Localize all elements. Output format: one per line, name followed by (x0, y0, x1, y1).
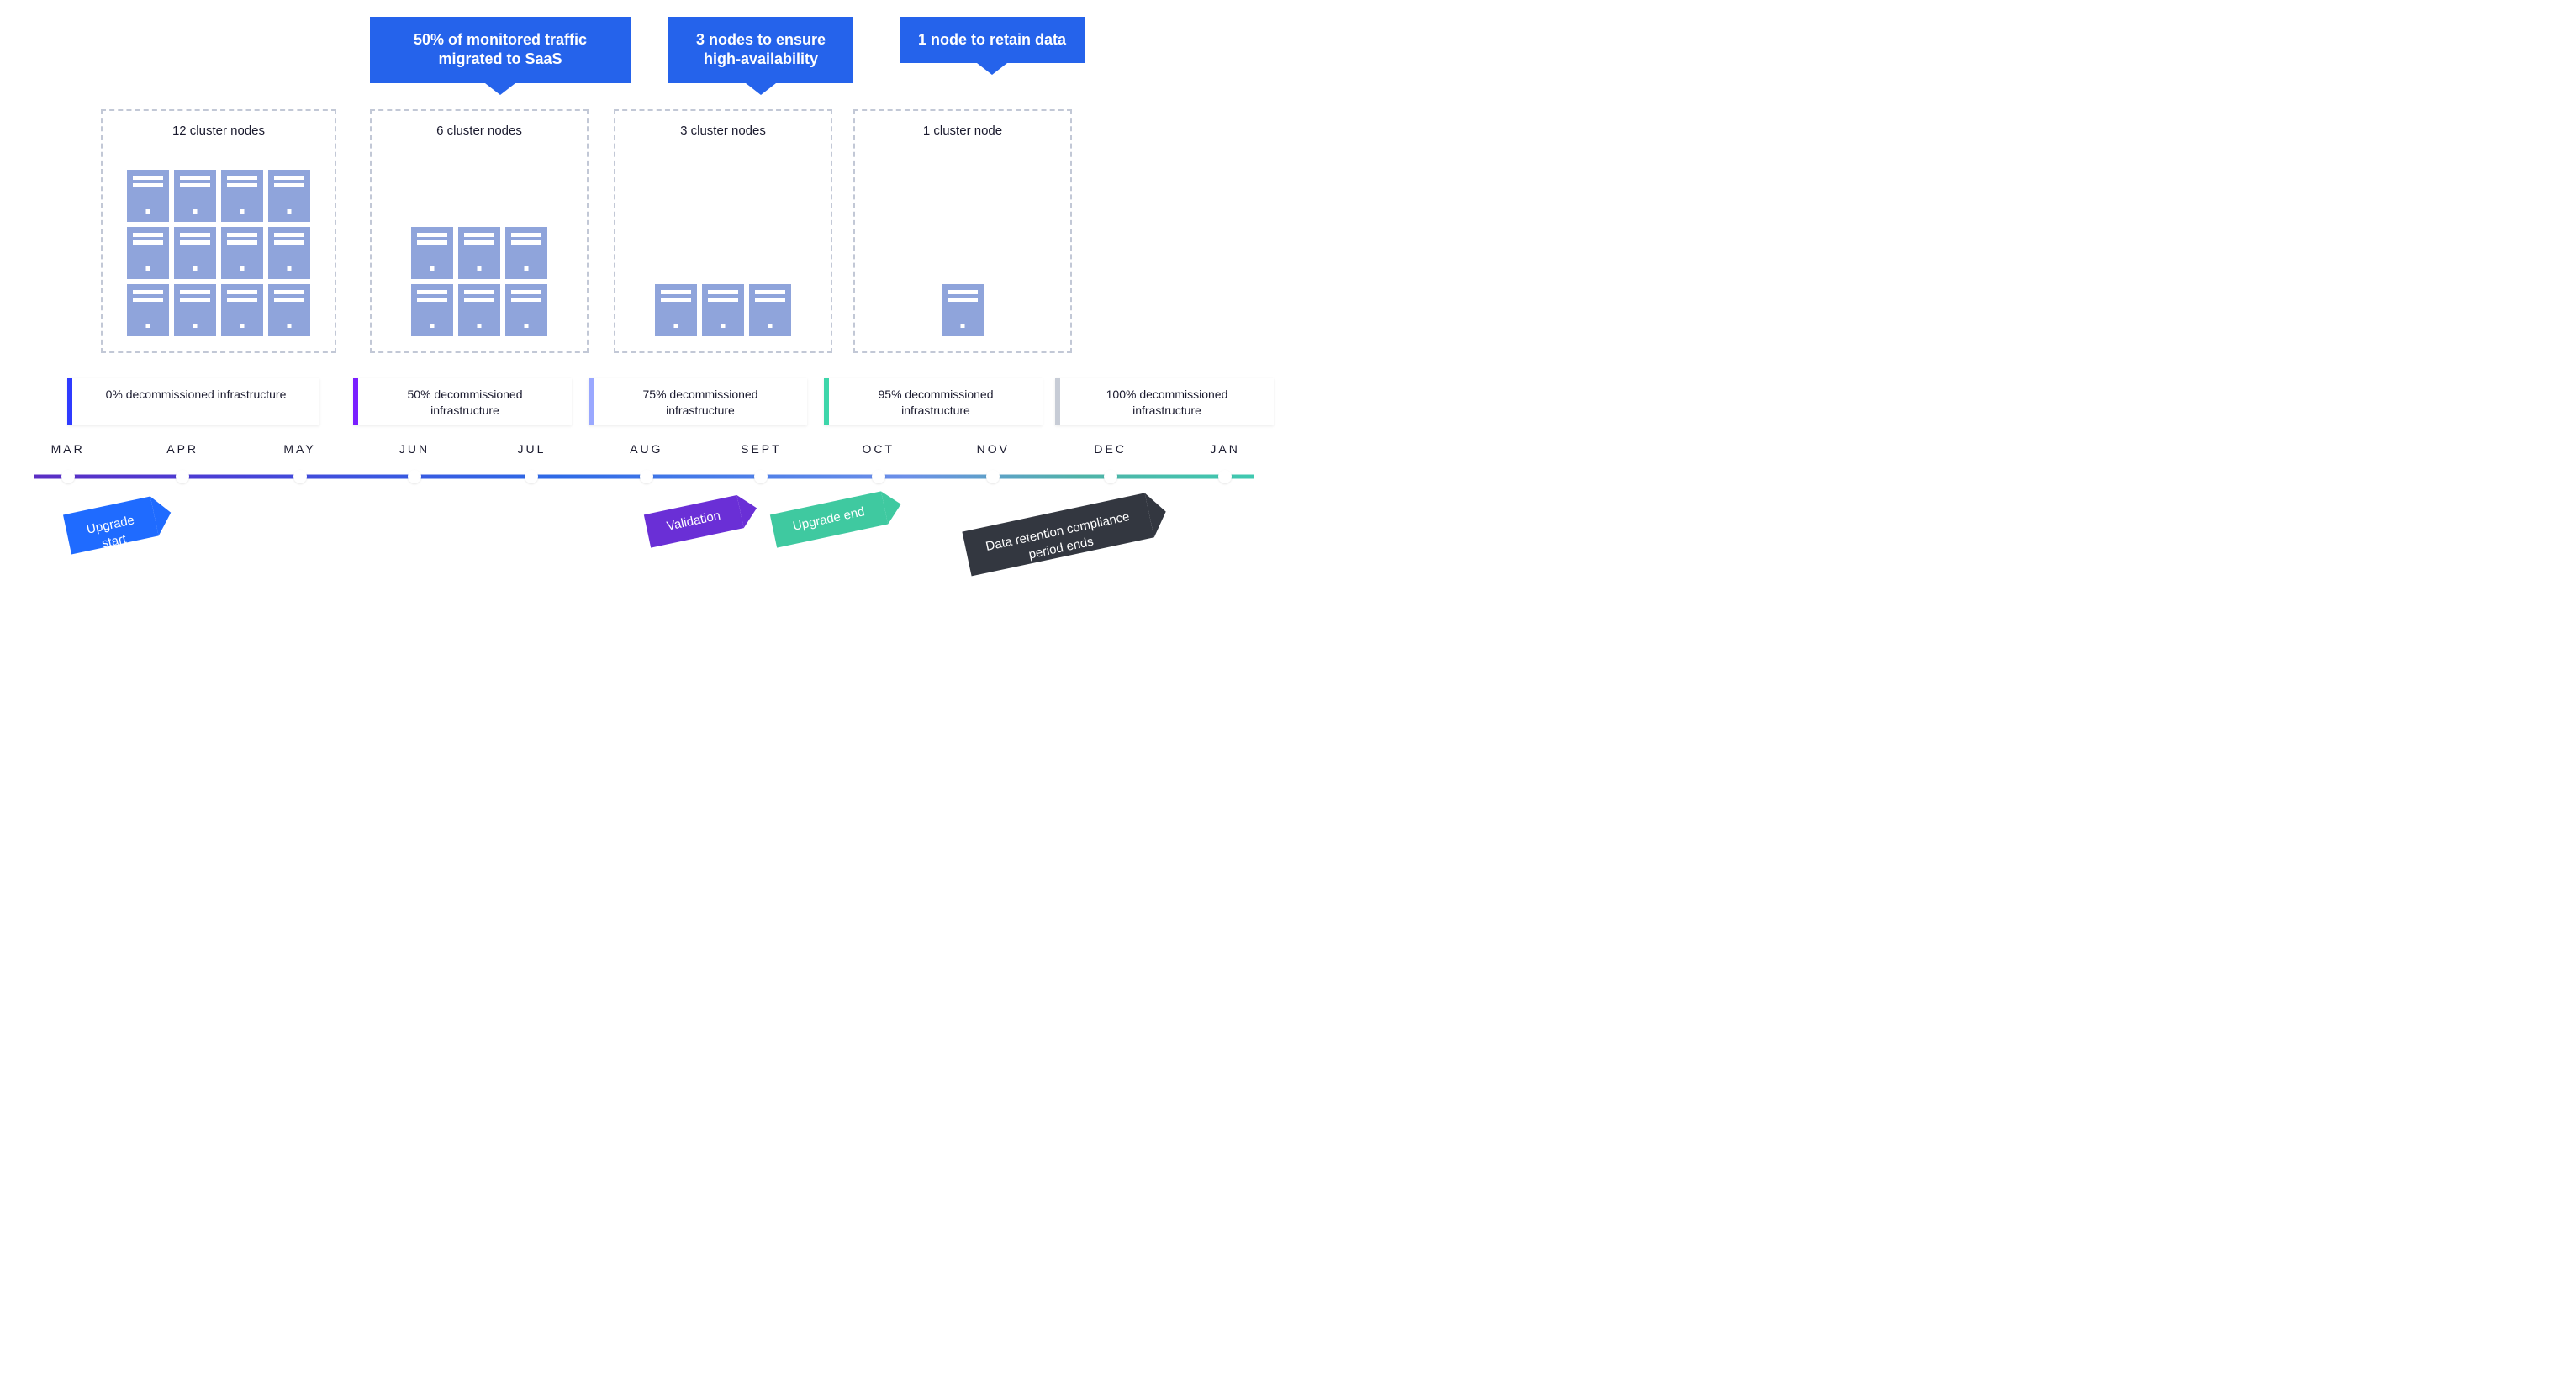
decommissioned-card: 50% decommissioned infrastructure (353, 378, 572, 425)
server-node-icon (268, 284, 310, 336)
server-node-icon (221, 170, 263, 222)
month-label: AUG (630, 442, 662, 456)
month-labels: MAR APR MAY JUN JUL AUG SEPT OCT NOV DEC JAN (34, 442, 1254, 461)
server-node-icon (942, 284, 984, 336)
milestone-label: Upgrade end (770, 491, 888, 547)
timeline-dot (408, 470, 421, 483)
callouts-row: 50% of monitored traffic migrated to Saa… (34, 17, 1254, 88)
decommissioned-label: 100% decommissioned infrastructure (1060, 378, 1274, 425)
arrow-icon (1145, 489, 1171, 537)
server-node-icon (127, 170, 169, 222)
server-node-icon (174, 227, 216, 279)
cluster-box: 1 cluster node (853, 109, 1072, 353)
cluster-title: 1 cluster node (923, 124, 1002, 138)
milestone-tag: Upgradestart (63, 497, 158, 555)
server-node-icon (174, 170, 216, 222)
month-label: MAY (283, 442, 315, 456)
decommissioned-card: 75% decommissioned infrastructure (589, 378, 807, 425)
milestone-tag: Data retention complianceperiod ends (962, 493, 1154, 576)
timeline (34, 472, 1254, 481)
callout-banner: 50% of monitored traffic migrated to Saa… (370, 17, 631, 83)
timeline-dot (754, 470, 768, 483)
cluster-box: 3 cluster nodes (614, 109, 832, 353)
month-label: NOV (977, 442, 1010, 456)
decommissioned-label: 75% decommissioned infrastructure (594, 378, 807, 425)
month-label: APR (166, 442, 198, 456)
timeline-dot (176, 470, 189, 483)
decommissioned-label: 0% decommissioned infrastructure (72, 378, 319, 425)
milestone-label: Data retention complianceperiod ends (962, 493, 1154, 576)
milestone-tag: Upgrade end (770, 491, 888, 547)
decommissioned-label: 95% decommissioned infrastructure (829, 378, 1043, 425)
month-label: JUN (399, 442, 430, 456)
milestone-tags: UpgradestartValidationUpgrade endData re… (34, 514, 1254, 649)
decommissioned-row: 0% decommissioned infrastructure 50% deco… (34, 378, 1254, 425)
month-label: SEPT (741, 442, 782, 456)
decommissioned-card: 95% decommissioned infrastructure (824, 378, 1043, 425)
server-node-icon (505, 227, 547, 279)
month-label: JUL (517, 442, 546, 456)
server-node-icon (411, 227, 453, 279)
server-node-icon (174, 284, 216, 336)
cluster-title: 6 cluster nodes (436, 124, 522, 138)
node-grid (411, 150, 547, 336)
callout-banner: 1 node to retain data (900, 17, 1085, 63)
server-node-icon (127, 227, 169, 279)
server-node-icon (655, 284, 697, 336)
server-node-icon (268, 170, 310, 222)
server-node-icon (221, 227, 263, 279)
milestone-label: Validation (644, 495, 744, 548)
node-grid (127, 150, 310, 336)
decommissioned-card: 0% decommissioned infrastructure (67, 378, 319, 425)
arrow-icon (736, 492, 760, 528)
server-node-icon (411, 284, 453, 336)
timeline-dot (872, 470, 885, 483)
arrow-icon (881, 488, 905, 524)
server-node-icon (749, 284, 791, 336)
month-label: OCT (863, 442, 895, 456)
month-label: JAN (1210, 442, 1239, 456)
timeline-dot (986, 470, 1000, 483)
migration-timeline-diagram: 50% of monitored traffic migrated to Saa… (34, 17, 1254, 649)
server-node-icon (702, 284, 744, 336)
server-node-icon (458, 227, 500, 279)
timeline-dot (1218, 470, 1232, 483)
cluster-title: 3 cluster nodes (680, 124, 766, 138)
timeline-dot (61, 470, 75, 483)
cluster-box: 12 cluster nodes (101, 109, 336, 353)
timeline-dot (1104, 470, 1117, 483)
clusters-row: 12 cluster nodes 6 cluster nodes 3 cluster… (34, 109, 1254, 353)
server-node-icon (505, 284, 547, 336)
decommissioned-label: 50% decommissioned infrastructure (358, 378, 572, 425)
timeline-dot (525, 470, 538, 483)
timeline-dot (640, 470, 653, 483)
server-node-icon (221, 284, 263, 336)
month-label: MAR (51, 442, 85, 456)
cluster-box: 6 cluster nodes (370, 109, 589, 353)
callout-banner: 3 nodes to ensure high-availability (668, 17, 853, 83)
server-node-icon (458, 284, 500, 336)
timeline-dot (293, 470, 307, 483)
milestone-tag: Validation (644, 495, 744, 548)
arrow-icon (150, 493, 175, 535)
server-node-icon (268, 227, 310, 279)
cluster-title: 12 cluster nodes (172, 124, 265, 138)
decommissioned-card: 100% decommissioned infrastructure (1055, 378, 1274, 425)
server-node-icon (127, 284, 169, 336)
milestone-label: Upgradestart (63, 497, 158, 555)
month-label: DEC (1094, 442, 1127, 456)
node-grid (942, 150, 984, 336)
node-grid (655, 150, 791, 336)
